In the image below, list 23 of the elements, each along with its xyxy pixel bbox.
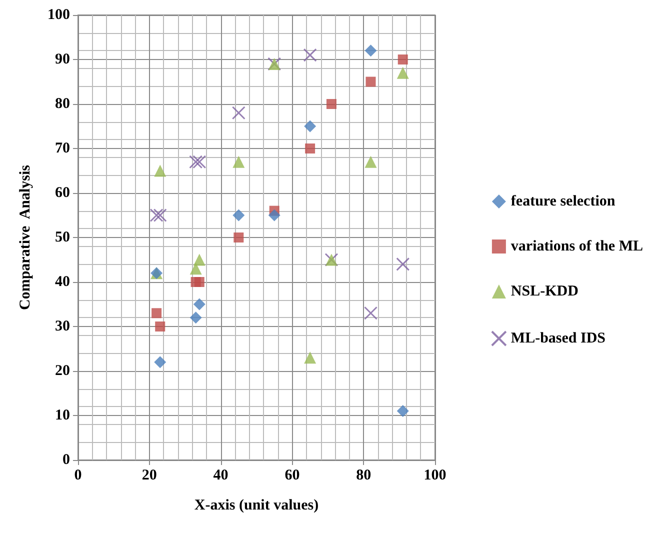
y-tick-label: 80	[55, 96, 70, 112]
y-tick-label: 30	[55, 318, 70, 334]
y-tick-label: 10	[55, 408, 70, 424]
x-tick-label: 0	[74, 468, 82, 484]
y-tick-label: 90	[55, 52, 70, 68]
y-tick-label: 40	[55, 274, 70, 290]
y-tick-label: 100	[48, 7, 70, 23]
x-tick-label: 20	[142, 468, 157, 484]
y-tick-label: 0	[62, 452, 70, 468]
legend-label: NSL-KDD	[510, 284, 579, 300]
x-axis-title: X-axis (unit values)	[194, 498, 319, 514]
legend-label: feature selection	[510, 194, 616, 210]
y-tick-label: 60	[55, 185, 70, 201]
x-tick-label: 100	[424, 468, 446, 484]
x-tick-label: 60	[284, 468, 300, 484]
legend-label: variations of the ML	[510, 238, 644, 254]
y-tick-label: 20	[55, 363, 70, 379]
y-axis-title: Comparative Analysis	[18, 164, 34, 310]
y-tick-label: 50	[55, 230, 70, 246]
x-tick-label: 40	[213, 468, 228, 484]
y-tick-label: 70	[55, 140, 70, 156]
legend-label: ML-based IDS	[510, 330, 606, 346]
x-tick-label: 80	[356, 468, 372, 484]
